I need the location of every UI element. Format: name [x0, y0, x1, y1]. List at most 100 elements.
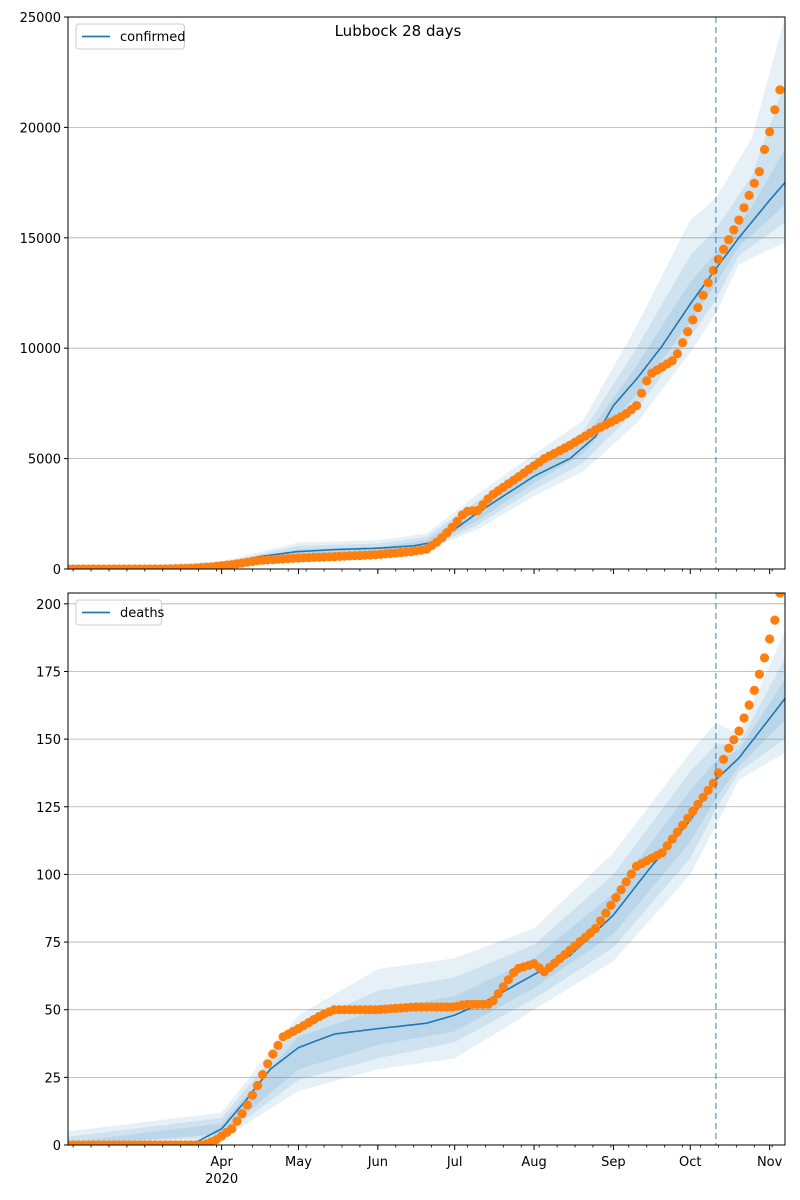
observed-point: [242, 1100, 252, 1110]
observed-point: [232, 1116, 242, 1126]
observed-point: [693, 303, 703, 313]
observed-point: [770, 105, 780, 115]
observed-point: [252, 1080, 263, 1091]
y-tick-label: 25: [44, 1071, 61, 1086]
observed-point: [667, 356, 677, 366]
observed-point: [754, 669, 765, 679]
uncertainty-band-inner: [68, 679, 785, 1145]
legend-label: confirmed: [120, 30, 186, 45]
observed-point: [744, 700, 754, 710]
x-tick-label: Apr: [210, 1155, 233, 1170]
observed-point: [739, 713, 749, 723]
x-tick-label: Jul: [446, 1155, 463, 1170]
x-tick-label: Aug: [521, 1155, 546, 1170]
observed-point: [754, 167, 765, 177]
y-tick-label: 0: [53, 1139, 61, 1154]
observed-point: [237, 1109, 247, 1119]
observed-point: [683, 813, 693, 823]
plot-area: [68, 593, 785, 1145]
x-tick-label: Jun: [367, 1155, 388, 1170]
observed-point: [729, 225, 739, 235]
chart-title: Lubbock 28 days: [335, 22, 462, 40]
observed-point: [678, 820, 688, 830]
y-tick-label: 5000: [28, 453, 61, 468]
observed-point: [621, 877, 631, 887]
observed-point: [718, 244, 729, 254]
observed-point: [775, 593, 785, 598]
observed-point: [765, 634, 775, 644]
legend-label: deaths: [120, 606, 165, 621]
axes-frame: [67, 16, 786, 570]
observed-point: [626, 869, 637, 879]
y-tick-label: 25000: [20, 11, 61, 26]
observed-point: [734, 215, 744, 225]
observed-point: [765, 127, 775, 137]
observed-point: [611, 893, 621, 903]
x-tick-label: May: [285, 1155, 312, 1170]
legend: confirmed: [75, 23, 186, 50]
observed-point: [688, 806, 698, 817]
observed-point: [503, 975, 513, 985]
observed-point: [724, 235, 734, 245]
legend-box: [75, 23, 185, 50]
observed-point: [729, 735, 739, 745]
observed-point: [227, 1124, 237, 1134]
x-tick-sublabel: 2020: [205, 1172, 238, 1187]
observed-point: [724, 743, 734, 753]
legend-box: [75, 599, 163, 626]
y-tick-label: 0: [53, 563, 61, 578]
observed-point: [258, 1070, 268, 1080]
median-line: [68, 182, 785, 569]
confirmed-panel: 0 5000 10000 15000 20000 25000 confirmed: [20, 11, 786, 578]
x-tick-label: Nov: [757, 1155, 783, 1170]
y-tick-label: 175: [36, 665, 61, 680]
observed-point: [749, 685, 759, 696]
observed-point: [452, 516, 462, 527]
x-tick-label: Oct: [679, 1155, 701, 1170]
axes-frame: [67, 592, 786, 1146]
observed-point: [273, 1040, 283, 1050]
observed-point: [718, 754, 729, 765]
observed-point: [703, 278, 713, 288]
uncertainty-band-outer: [68, 630, 785, 1145]
legend: deaths: [75, 599, 165, 626]
observed-point: [688, 315, 698, 325]
observed-point: [642, 376, 652, 386]
y-tick-label: 15000: [20, 232, 61, 247]
y-tick-label: 200: [36, 598, 61, 613]
observed-point: [657, 848, 667, 858]
observed-point: [667, 834, 677, 844]
observed-point: [637, 388, 647, 398]
x-tick-label: Sep: [601, 1155, 626, 1170]
observed-point: [698, 792, 708, 802]
observed-point: [759, 653, 770, 663]
observed-point: [683, 327, 693, 337]
observed-point: [247, 1090, 257, 1100]
observed-point: [268, 1049, 278, 1059]
observed-point: [693, 799, 703, 809]
uncertainty-band-inner: [68, 149, 785, 569]
observed-point: [498, 982, 508, 992]
observed-point: [749, 178, 759, 188]
deaths-panel: 0 25 50 75 100 125 150 175 200 Apr 2020 May Jun Jul Au…: [36, 592, 786, 1187]
observed-point: [744, 190, 754, 200]
observed-point: [775, 85, 785, 95]
observed-point: [703, 785, 713, 795]
uncertainty-band-outer: [68, 17, 785, 569]
observed-point: [488, 996, 498, 1006]
observed-point: [601, 908, 611, 918]
y-tick-label: 100: [36, 868, 61, 883]
observed-point: [263, 1059, 273, 1069]
observed-point: [616, 885, 626, 895]
observed-point: [631, 401, 642, 411]
median-line: [68, 698, 785, 1145]
observed-point: [672, 827, 683, 837]
observed-point: [590, 923, 601, 934]
plot-area: [68, 17, 785, 569]
observed-point: [678, 338, 688, 348]
uncertainty-band-middle: [68, 657, 785, 1145]
y-tick-label: 20000: [20, 121, 61, 136]
observed-point: [739, 203, 749, 213]
observed-point: [770, 615, 780, 625]
